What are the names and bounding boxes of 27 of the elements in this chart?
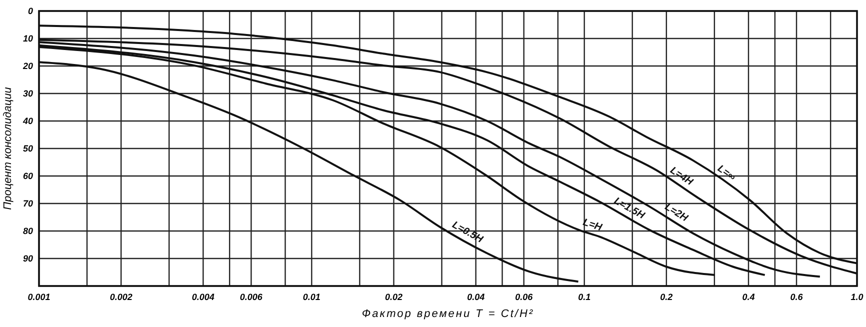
text: L=∞ [715,163,738,184]
x-tick-label: 0.02 [384,292,403,302]
x-tick-label: 1.0 [850,292,864,302]
x-tick-label: 0.01 [302,292,320,302]
y-tick-label: 40 [22,116,33,126]
y-tick-label: 0 [28,6,33,16]
y-tick-label: 30 [22,88,33,98]
x-tick-label: 0.002 [110,292,132,302]
y-tick-label: 10 [22,34,33,44]
x-tick-label: 0.4 [742,292,755,302]
x-axis-title: Фактор времени T = Ct/H² [362,308,534,320]
y-tick-label: 50 [22,144,33,154]
x-tick-label: 0.06 [515,292,534,302]
y-axis-title: Процент консолидации [2,87,14,210]
x-tick-label: 0.1 [578,292,591,302]
x-tick-label: 0.001 [28,292,50,302]
y-tick-label: 20 [22,61,33,71]
x-tick-label: 0.004 [192,292,214,302]
x-tick-label: 0.006 [240,292,264,302]
y-tick-label: 90 [22,254,33,264]
y-tick-label: 80 [22,226,33,236]
x-tick-label: 0.2 [660,292,673,302]
x-tick-label: 0.6 [790,292,804,302]
x-tick-label: 0.04 [467,292,485,302]
text: L=H [581,217,604,234]
y-tick-label: 70 [22,198,33,208]
y-tick-label: 60 [22,171,33,181]
